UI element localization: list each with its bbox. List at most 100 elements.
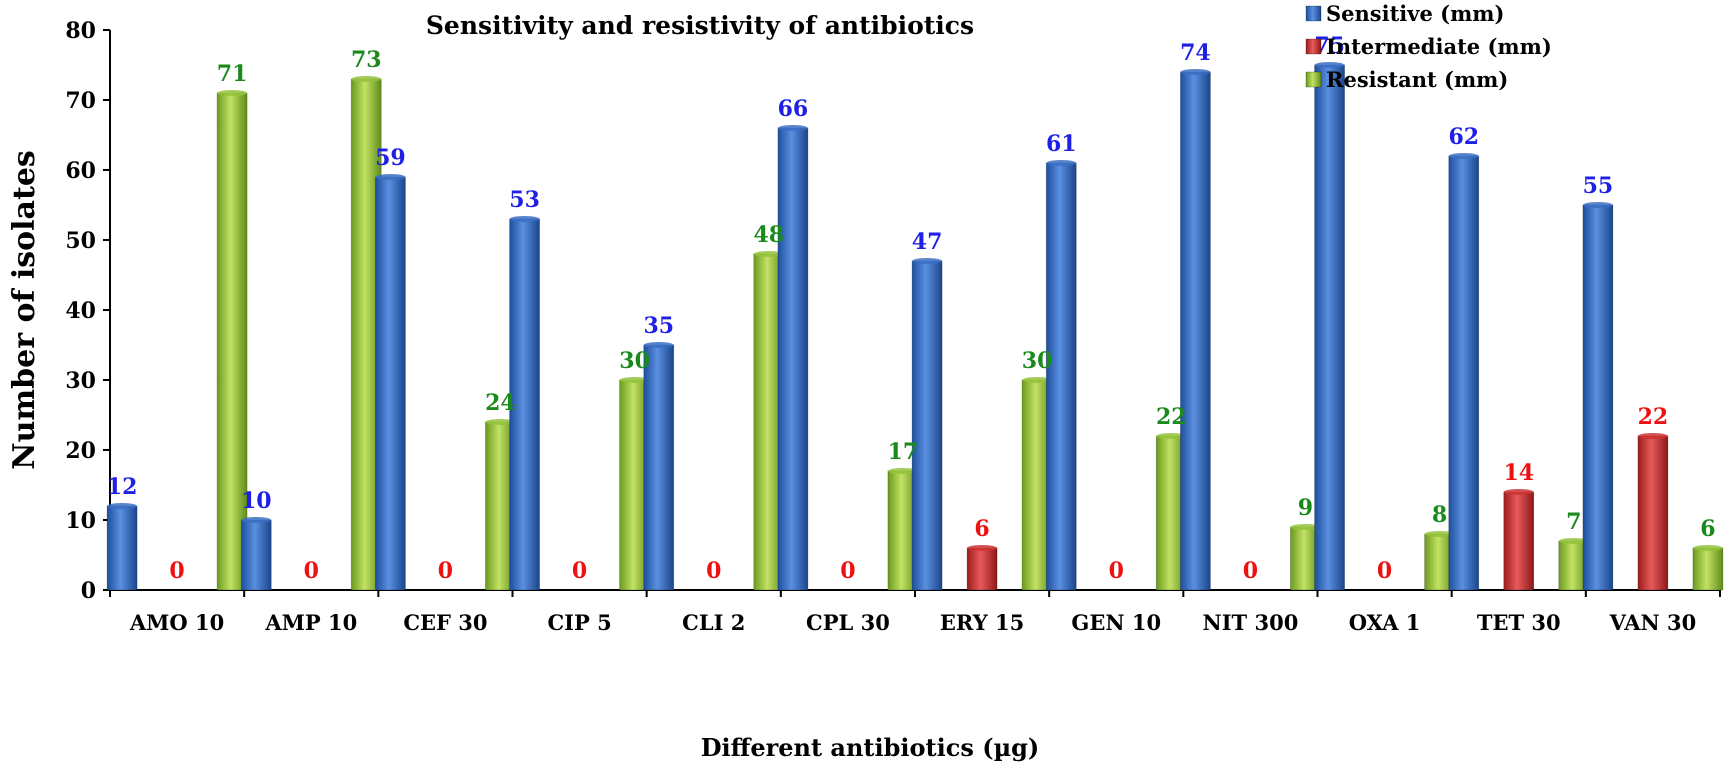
y-tick-label: 60: [65, 158, 96, 184]
data-label-resistant: 8: [1432, 502, 1447, 528]
bar-cap-resistant: [351, 76, 382, 82]
y-tick-label: 40: [65, 298, 96, 324]
data-label-resistant: 7: [1566, 509, 1581, 535]
bar-sensitive: [106, 505, 138, 591]
legend-swatch-intermediate: [1305, 38, 1322, 55]
data-label-intermediate: 0: [706, 558, 721, 584]
x-tick-label: ERY 15: [940, 610, 1024, 635]
bar-sensitive: [1045, 162, 1077, 591]
y-tick-label: 20: [65, 438, 96, 464]
bar-intermediate: [966, 547, 998, 591]
bar-cap-sensitive: [509, 216, 540, 222]
data-label-resistant: 9: [1298, 495, 1313, 521]
bar-cap-resistant: [753, 251, 784, 257]
bar-cap-resistant: [1290, 524, 1321, 530]
bar-cap-intermediate: [967, 545, 998, 551]
data-label-sensitive: 74: [1180, 40, 1211, 66]
x-tick-label: AMO 10: [129, 610, 224, 635]
data-label-resistant: 24: [485, 390, 516, 416]
bar-sensitive: [911, 260, 943, 591]
x-tick-label: AMP 10: [264, 610, 357, 635]
data-label-intermediate: 0: [840, 558, 855, 584]
data-label-sensitive: 55: [1583, 173, 1614, 199]
data-label-resistant: 73: [351, 47, 382, 73]
data-label-sensitive: 53: [509, 187, 540, 213]
bar-cap-sensitive: [375, 174, 406, 180]
data-label-resistant: 71: [217, 61, 248, 87]
bar-sensitive: [509, 218, 540, 591]
data-label-intermediate: 14: [1503, 460, 1534, 486]
bar-cap-resistant: [619, 377, 650, 383]
data-label-intermediate: 0: [1377, 558, 1392, 584]
x-tick-label: CIP 5: [547, 610, 611, 635]
x-axis-title: Different antibiotics (µg): [701, 733, 1040, 762]
data-label-intermediate: 0: [169, 558, 184, 584]
x-axis: AMO 10 AMP 10 CEF 30 CIP 5 CLI 2 CPL 30 ERY 15…: [109, 589, 1721, 635]
bar-cap-resistant: [1156, 433, 1187, 439]
bar-sensitive: [1582, 204, 1614, 591]
bar-cap-intermediate: [1503, 489, 1534, 495]
bar-sensitive: [777, 127, 809, 591]
legend-swatch-resistant: [1305, 71, 1322, 88]
y-tick-label: 70: [65, 88, 96, 114]
data-label-sensitive: 35: [643, 313, 674, 339]
x-tick-label: GEN 10: [1071, 610, 1161, 635]
data-label-intermediate: 6: [974, 516, 989, 542]
bar-cap-resistant: [1558, 538, 1589, 544]
bar-intermediate: [1637, 435, 1669, 591]
data-label-sensitive: 62: [1448, 124, 1479, 150]
bar-cap-sensitive: [777, 125, 808, 131]
bar-cap-sensitive: [1314, 62, 1345, 68]
bar-cap-resistant: [1692, 545, 1723, 551]
bar-cap-sensitive: [241, 517, 272, 523]
bar-cap-resistant: [887, 468, 918, 474]
bar-cap-resistant: [217, 90, 248, 96]
data-label-intermediate: 0: [1109, 558, 1124, 584]
data-label-intermediate: 0: [304, 558, 319, 584]
data-label-resistant: 48: [753, 222, 784, 248]
bar-cap-resistant: [1022, 377, 1053, 383]
data-label-sensitive: 47: [912, 229, 943, 255]
x-tick-label: VAN 30: [1609, 610, 1697, 635]
data-label-resistant: 30: [619, 348, 650, 374]
data-label-resistant: 17: [888, 439, 919, 465]
legend-label-intermediate: Intermediate (mm): [1326, 34, 1552, 59]
data-labels-group: 12 0 71 10 0 73 59 0 24 53 0 30 35 0 48 66 0 17 47 6 30 61 0 22…: [107, 33, 1716, 584]
bar-cap-sensitive: [1448, 153, 1479, 159]
chart-title: Sensitivity and resistivity of antibioti…: [426, 11, 974, 40]
y-tick-label: 30: [65, 368, 96, 394]
bar-cap-sensitive: [643, 342, 674, 348]
x-tick-label: NIT 300: [1203, 610, 1299, 635]
x-tick-label: CEF 30: [403, 610, 487, 635]
bar-cap-sensitive: [1046, 160, 1077, 166]
y-tick-label: 0: [81, 578, 96, 604]
bar-cap-resistant: [485, 419, 516, 425]
legend: Sensitive (mm) Intermediate (mm) Resistant…: [1305, 1, 1552, 92]
data-label-resistant: 6: [1700, 516, 1715, 542]
data-label-sensitive: 66: [778, 96, 809, 122]
y-tick-label: 10: [65, 508, 96, 534]
bar-resistant: [1692, 547, 1724, 591]
y-axis: 0 10 20 30 40 50 60 70 80: [65, 18, 111, 604]
data-label-sensitive: 61: [1046, 131, 1077, 157]
data-label-sensitive: 10: [241, 488, 272, 514]
bar-sensitive: [240, 519, 272, 591]
y-tick-label: 50: [65, 228, 96, 254]
x-tick-label: CLI 2: [682, 610, 745, 635]
bar-sensitive: [1314, 64, 1345, 591]
data-label-intermediate: 0: [438, 558, 453, 584]
data-label-intermediate: 0: [572, 558, 587, 584]
data-label-sensitive: 12: [107, 474, 138, 500]
y-tick-label: 80: [65, 18, 96, 44]
bar-sensitive: [643, 344, 675, 591]
data-label-intermediate: 22: [1638, 404, 1669, 430]
bar-sensitive: [375, 176, 406, 591]
x-tick-label: OXA 1: [1349, 610, 1421, 635]
bar-cap-intermediate: [1637, 433, 1668, 439]
x-tick-label: CPL 30: [806, 610, 890, 635]
data-label-sensitive: 59: [375, 145, 406, 171]
y-axis-title: Number of isolates: [7, 150, 42, 470]
bar-cap-sensitive: [107, 503, 138, 509]
legend-label-sensitive: Sensitive (mm): [1326, 1, 1504, 26]
bar-sensitive: [1180, 71, 1211, 591]
